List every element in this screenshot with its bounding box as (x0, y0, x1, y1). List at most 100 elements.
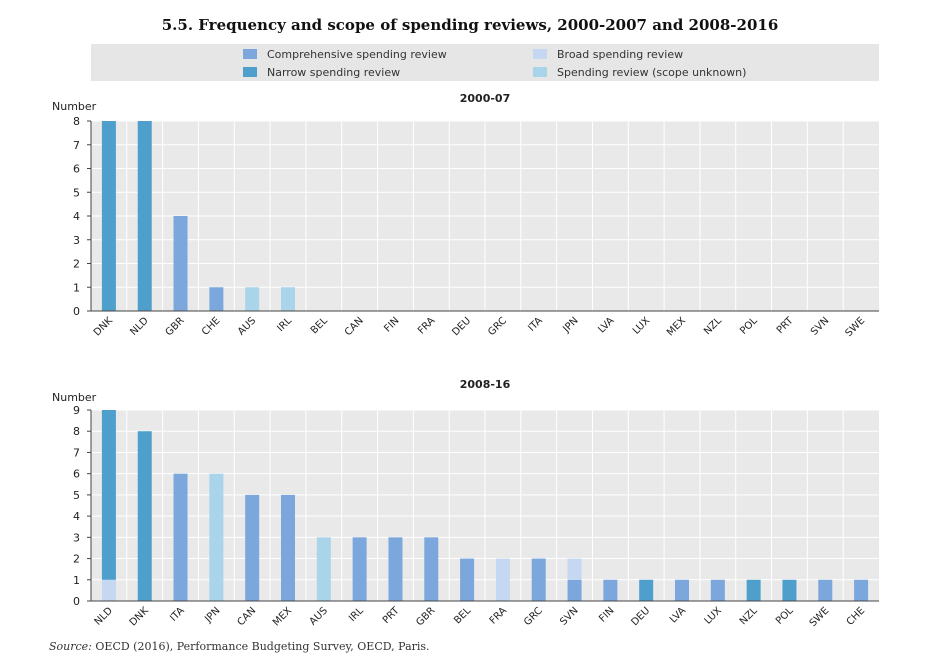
bar-DNK-narrow (101, 121, 116, 311)
bar-CAN-comprehensive (245, 494, 260, 601)
bar-AUS-unknown (245, 287, 260, 311)
bar-BEL-comprehensive (460, 558, 475, 601)
source-note: Source: OECD (2016), Performance Budgeti… (49, 640, 430, 653)
chart-panel-2000-07: 2000-07 Number 0 1 2 3 4 5 6 7 8 DNK NLD GBR CHE AUS IRL… (52, 92, 879, 339)
x-tick-label-POL: POL (738, 315, 760, 337)
source-label: Source: (49, 640, 92, 653)
legend-label-narrow: Narrow spending review (267, 66, 401, 79)
bar-AUS-unknown (316, 537, 331, 601)
y-tick-label-9: 9 (73, 404, 80, 417)
bar-IRL-unknown (281, 287, 295, 311)
legend-swatch-comprehensive (243, 49, 257, 59)
x-tick-label-SWE: SWE (843, 315, 867, 339)
x-tick-label-FIN: FIN (597, 605, 616, 624)
y-tick-label-5: 5 (73, 489, 80, 502)
x-tick-label-FIN: FIN (382, 315, 401, 334)
bar-IRL-comprehensive (352, 537, 367, 601)
bar-MEX-comprehensive (281, 494, 295, 601)
legend-swatch-broad (533, 49, 547, 59)
y-tick-label-2: 2 (73, 553, 80, 566)
legend: Comprehensive spending review Broad spen… (91, 44, 879, 81)
bar-GBR-comprehensive (424, 537, 439, 601)
x-tick-label-CAN: CAN (235, 605, 258, 628)
x-tick-label-GRC: GRC (486, 315, 509, 338)
bar-SWE-comprehensive (818, 579, 833, 601)
x-tick-label-DEU: DEU (629, 605, 652, 628)
x-tick-label-LUX: LUX (703, 605, 724, 626)
bar-DNK-narrow (137, 431, 152, 601)
x-tick-label-DEU: DEU (450, 315, 473, 338)
legend-label-unknown: Spending review (scope unknown) (557, 66, 747, 79)
x-tick-label-NLD: NLD (128, 315, 151, 338)
y-tick-label-7: 7 (73, 446, 80, 459)
legend-item-broad: Broad spending review (533, 49, 683, 61)
bar-GBR-comprehensive (173, 216, 188, 311)
y-tick-label-4: 4 (73, 510, 80, 523)
x-tick-label-IRL: IRL (347, 605, 366, 624)
x-tick-label-JPN: JPN (561, 315, 581, 335)
bar-DEU-narrow (639, 579, 654, 601)
x-tick-label-GBR: GBR (414, 605, 437, 628)
chart-title: 2000-07 (460, 92, 511, 105)
y-tick-label-2: 2 (73, 258, 80, 271)
x-tick-label-PRT: PRT (381, 605, 402, 626)
x-tick-label-CHE: CHE (200, 315, 223, 338)
legend-label-broad: Broad spending review (557, 48, 684, 61)
legend-label-comprehensive: Comprehensive spending review (267, 48, 447, 61)
y-tick-label-7: 7 (73, 139, 80, 152)
chart-title: 2008-16 (460, 378, 511, 391)
x-tick-label-GRC: GRC (522, 605, 545, 628)
y-tick-label-0: 0 (73, 305, 80, 318)
y-tick-label-6: 6 (73, 163, 80, 176)
x-tick-label-LUX: LUX (631, 315, 652, 336)
x-tick-label-GBR: GBR (164, 315, 187, 338)
chart-panel-2008-16: 2008-16 Number 0 1 2 3 4 5 6 7 8 9 NLD DNK ITA JPN CAN ME… (52, 378, 879, 629)
x-tick-label-BEL: BEL (452, 605, 473, 626)
bar-NLD-narrow (137, 121, 152, 311)
bar-LVA-comprehensive (675, 579, 689, 601)
x-tick-label-DNK: DNK (92, 315, 115, 338)
x-tick-label-SWE: SWE (808, 605, 832, 629)
x-tick-label-LVA: LVA (596, 315, 616, 335)
x-tick-label-LVA: LVA (668, 605, 688, 625)
x-tick-label-DNK: DNK (128, 605, 151, 628)
y-tick-label-6: 6 (73, 468, 80, 481)
source-text: OECD (2016), Performance Budgeting Surve… (95, 640, 430, 653)
bar-NLD-narrow (101, 410, 116, 580)
x-tick-label-NLD: NLD (93, 605, 116, 628)
x-tick-label-MEX: MEX (665, 315, 688, 338)
x-tick-label-AUS: AUS (236, 315, 258, 337)
legend-item-comprehensive: Comprehensive spending review (243, 49, 447, 61)
bar-ITA-comprehensive (173, 473, 188, 601)
legend-item-narrow: Narrow spending review (243, 67, 400, 79)
y-tick-label-5: 5 (73, 186, 80, 199)
figure-title: 5.5. Frequency and scope of spending rev… (161, 16, 779, 34)
y-tick-label-8: 8 (73, 115, 80, 128)
x-tick-label-JPN: JPN (202, 605, 222, 625)
bar-SVN-comprehensive (567, 579, 582, 601)
x-tick-label-SVN: SVN (558, 605, 580, 627)
x-tick-label-CHE: CHE (845, 605, 868, 628)
x-tick-label-BEL: BEL (309, 315, 330, 336)
y-tick-label-3: 3 (73, 531, 80, 544)
bar-NZL-narrow (746, 579, 761, 601)
x-tick-label-CAN: CAN (343, 315, 366, 338)
bar-JPN-unknown (209, 473, 224, 601)
bar-SVN-broad (567, 558, 582, 580)
legend-swatch-unknown (533, 67, 547, 77)
legend-item-unknown: Spending review (scope unknown) (533, 67, 746, 79)
y-axis-label: Number (52, 391, 97, 404)
bar-CHE-comprehensive (209, 287, 224, 311)
bar-FRA-broad (495, 558, 510, 601)
y-tick-label-8: 8 (73, 425, 80, 438)
y-tick-label-0: 0 (73, 595, 80, 608)
y-axis-label: Number (52, 100, 97, 113)
x-tick-label-PRT: PRT (775, 315, 796, 336)
bar-PRT-comprehensive (388, 537, 403, 601)
x-tick-label-AUS: AUS (308, 605, 330, 627)
x-tick-label-NZL: NZL (738, 605, 760, 627)
bar-FIN-comprehensive (603, 579, 618, 601)
x-tick-label-FRA: FRA (416, 315, 437, 336)
x-tick-label-FRA: FRA (488, 605, 509, 626)
